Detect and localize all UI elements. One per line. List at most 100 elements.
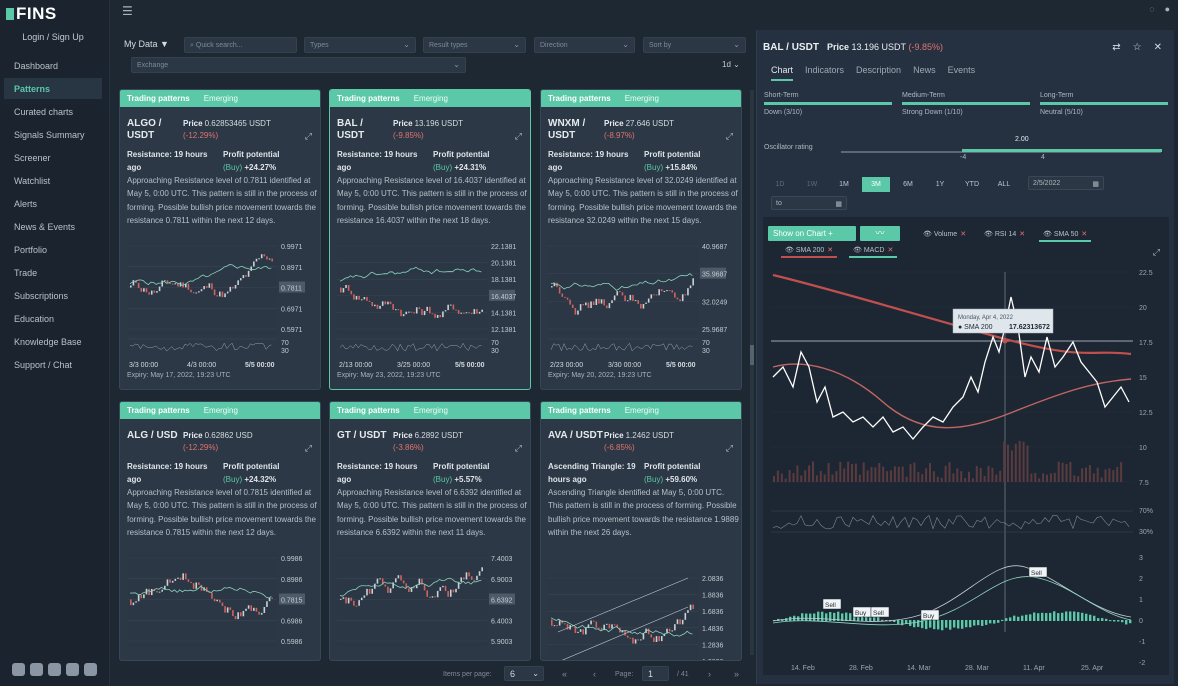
sidebar-item-curated-charts[interactable]: Curated charts xyxy=(14,107,74,117)
first-page-icon[interactable]: « xyxy=(562,669,568,679)
sidebar-item-patterns[interactable]: Patterns xyxy=(4,78,102,99)
signal-sell-marker[interactable] xyxy=(822,598,842,610)
login-signup-link[interactable]: Login / Sign Up xyxy=(22,32,84,42)
tab-news[interactable]: News xyxy=(913,65,936,75)
indicator-chip-macd[interactable]: 👁 MACD ✕ xyxy=(849,244,898,258)
sidebar-item-knowledge-base[interactable]: Knowledge Base xyxy=(14,337,82,347)
items-per-page-select[interactable]: 6 ⌄ xyxy=(504,666,544,681)
chart-style-button[interactable]: 〰 xyxy=(860,226,900,241)
sidebar-item-dashboard[interactable]: Dashboard xyxy=(14,61,59,71)
indicator-chip-sma-50[interactable]: 👁 SMA 50 ✕ xyxy=(1039,228,1092,242)
sidebar-item-subscriptions[interactable]: Subscriptions xyxy=(14,291,69,301)
items-per-page-label: Items per page: xyxy=(443,671,492,678)
sidebar-item-watchlist[interactable]: Watchlist xyxy=(14,176,51,186)
candle xyxy=(626,300,629,302)
next-page-icon[interactable]: › xyxy=(708,669,711,679)
info-icon[interactable]: ● xyxy=(1164,4,1170,14)
linkedin-icon[interactable] xyxy=(84,663,97,676)
remove-indicator-icon[interactable]: ✕ xyxy=(887,247,894,254)
sort-by-select[interactable]: Sort by ⌄ xyxy=(643,37,746,53)
date-from-input[interactable]: 2/5/2022 ▦ xyxy=(1028,176,1104,190)
star-icon[interactable]: ☆ xyxy=(1132,42,1142,53)
signal-label: Buy xyxy=(923,613,935,620)
period-1m[interactable]: 1M xyxy=(839,181,849,188)
pattern-card[interactable]: Trading patterns Emerging AVA / USDT Price 1… xyxy=(540,401,742,661)
period-1d[interactable]: 1D xyxy=(775,181,785,188)
period-3m[interactable]: 3M xyxy=(862,177,890,192)
sidebar-item-screener[interactable]: Screener xyxy=(14,153,51,163)
telegram-icon[interactable] xyxy=(30,663,43,676)
swap-icon[interactable]: ⇄ xyxy=(1112,42,1121,53)
discord-icon[interactable] xyxy=(12,663,25,676)
sidebar-item-trade[interactable]: Trade xyxy=(14,268,38,278)
date-to-input[interactable]: to ▦ xyxy=(771,196,847,210)
sidebar-item-education[interactable]: Education xyxy=(14,314,55,324)
period-ytd[interactable]: YTD xyxy=(965,181,979,188)
remove-indicator-icon[interactable]: ✕ xyxy=(960,231,967,238)
interval-select[interactable]: 1d ⌄ xyxy=(722,60,740,69)
youtube-icon[interactable] xyxy=(66,663,79,676)
tab-indicators[interactable]: Indicators xyxy=(805,65,845,75)
pattern-card[interactable]: Trading patterns Emerging BAL / USDT Price 1… xyxy=(329,89,531,390)
quick-search-input[interactable]: ⌕ Quick search... xyxy=(184,37,297,53)
sidebar-item-signals-summary[interactable]: Signals Summary xyxy=(14,130,85,140)
indicator-chip-rsi-14[interactable]: 👁 RSI 14 ✕ xyxy=(980,228,1029,240)
pattern-card[interactable]: Trading patterns Emerging ALGO / USDT Price… xyxy=(119,89,321,390)
pattern-card[interactable]: Trading patterns Emerging ALG / USD Price 0.… xyxy=(119,401,321,661)
candle xyxy=(402,580,405,584)
pattern-card[interactable]: Trading patterns Emerging WNXM / USDT Price… xyxy=(540,89,742,390)
exchange-select[interactable]: Exchange ⌄ xyxy=(131,57,466,73)
pattern-card[interactable]: Trading patterns Emerging GT / USDT Price 6.… xyxy=(329,401,531,661)
period-6m[interactable]: 6M xyxy=(903,181,913,188)
sidebar-item-support-chat[interactable]: Support / Chat xyxy=(14,360,73,370)
cards-scrollbar[interactable] xyxy=(750,90,754,655)
result-types-select[interactable]: Result types ⌄ xyxy=(423,37,526,53)
page-input[interactable]: 1 xyxy=(642,666,669,681)
macd-histogram-bar xyxy=(1109,620,1112,622)
scrollbar-thumb[interactable] xyxy=(750,345,754,365)
tab-events[interactable]: Events xyxy=(947,65,976,75)
twitter-icon[interactable] xyxy=(48,663,61,676)
types-select[interactable]: Types ⌄ xyxy=(304,37,416,53)
expand-icon[interactable]: ⤢ xyxy=(514,131,522,141)
tab-description[interactable]: Description xyxy=(856,65,902,75)
signal-sell-marker[interactable] xyxy=(870,606,890,618)
signal-sell-marker[interactable] xyxy=(1028,566,1048,578)
sidebar-item-news-events[interactable]: News & Events xyxy=(14,222,76,232)
indicator-chip-volume[interactable]: 👁 Volume ✕ xyxy=(919,228,970,240)
menu-toggle-icon[interactable]: ☰ xyxy=(122,4,133,18)
show-on-chart-button[interactable]: Show on Chart + xyxy=(768,226,856,241)
remove-indicator-icon[interactable]: ✕ xyxy=(827,247,834,254)
expand-icon[interactable]: ⤢ xyxy=(304,443,312,453)
expand-icon[interactable]: ⤢ xyxy=(304,131,312,141)
sidebar-item-portfolio[interactable]: Portfolio xyxy=(14,245,48,255)
period-1w[interactable]: 1W xyxy=(806,181,818,188)
candle xyxy=(569,299,571,305)
candle xyxy=(421,578,423,585)
indicator-chip-sma-200[interactable]: 👁 SMA 200 ✕ xyxy=(781,244,838,258)
macd-histogram-bar xyxy=(1049,612,1052,621)
expand-icon[interactable]: ⤢ xyxy=(725,131,733,141)
expand-icon[interactable]: ⤢ xyxy=(725,443,733,453)
signal-buy-marker[interactable] xyxy=(920,609,940,621)
direction-select[interactable]: Direction ⌄ xyxy=(534,37,635,53)
my-data-toggle[interactable]: My Data ▼ xyxy=(124,39,169,49)
last-page-icon[interactable]: » xyxy=(734,669,740,679)
sidebar-item-alerts[interactable]: Alerts xyxy=(14,199,38,209)
expand-icon[interactable]: ⤢ xyxy=(514,443,522,453)
candle xyxy=(600,628,603,631)
close-icon[interactable]: ✕ xyxy=(1153,42,1162,53)
candle xyxy=(232,610,234,617)
expand-icon[interactable]: ⤢ xyxy=(1152,247,1160,257)
prev-page-icon[interactable]: ‹ xyxy=(593,669,596,679)
macd-histogram-bar xyxy=(929,620,932,628)
x-tick-label: 2/13 00:00 xyxy=(339,362,372,369)
remove-indicator-icon[interactable]: ✕ xyxy=(1081,231,1088,238)
period-all[interactable]: ALL xyxy=(997,181,1011,188)
logo[interactable]: FINS xyxy=(6,4,57,24)
tab-chart[interactable]: Chart xyxy=(771,65,794,81)
theme-icon[interactable]: ◌ xyxy=(1149,4,1155,14)
remove-indicator-icon[interactable]: ✕ xyxy=(1019,231,1026,238)
period-1y[interactable]: 1Y xyxy=(935,181,945,188)
